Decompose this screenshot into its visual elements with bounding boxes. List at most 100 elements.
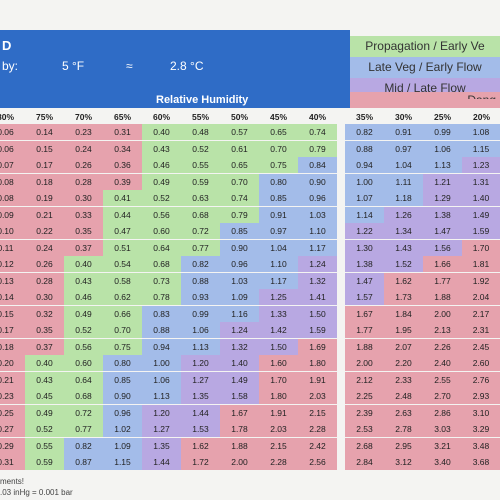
vpd-cell: 0.97	[259, 223, 298, 239]
approx-sign: ≈	[126, 59, 133, 73]
vpd-cell: 1.10	[259, 256, 298, 272]
vpd-cell: 0.78	[142, 289, 181, 305]
vpd-cell: 0.68	[142, 256, 181, 272]
vpd-cell: 2.76	[462, 371, 500, 388]
vpd-cell: 0.57	[220, 124, 259, 140]
vpd-cell: 0.27	[0, 421, 25, 437]
rh-column-header: 35%	[355, 112, 373, 122]
vpd-cell: 0.58	[103, 272, 142, 289]
vpd-cell: 2.28	[298, 421, 337, 437]
vpd-cell: 0.88	[142, 322, 181, 338]
vpd-cell: 0.60	[64, 355, 103, 371]
legend-danger-strip	[350, 99, 500, 108]
vpd-cell: 1.34	[384, 223, 423, 239]
vpd-cell: 0.24	[64, 140, 103, 157]
vpd-cell: 0.65	[259, 124, 298, 140]
vpd-cell: 1.53	[181, 421, 220, 437]
vpd-cell: 0.73	[142, 272, 181, 289]
vpd-cell: 0.64	[64, 371, 103, 388]
vpd-cell: 1.04	[259, 239, 298, 256]
vpd-cell: 0.70	[103, 322, 142, 338]
vpd-cell: 1.02	[103, 421, 142, 437]
vpd-cell: 1.03	[298, 206, 337, 223]
vpd-cell: 2.93	[462, 388, 500, 404]
vpd-cell: 1.49	[462, 206, 500, 223]
vpd-cell: 0.82	[345, 124, 384, 140]
vpd-cell: 1.73	[384, 289, 423, 305]
vpd-cell: 1.22	[345, 223, 384, 239]
rh-column-header: 45%	[269, 112, 287, 122]
vpd-cell: 0.41	[103, 190, 142, 206]
vpd-cell: 2.39	[345, 404, 384, 421]
vpd-cell: 0.54	[103, 256, 142, 272]
vpd-cell: 2.26	[423, 338, 462, 355]
vpd-cell: 0.25	[0, 404, 25, 421]
vpd-cell: 0.11	[0, 239, 25, 256]
vpd-cell: 0.82	[181, 256, 220, 272]
vpd-cell: 1.77	[345, 322, 384, 338]
legend-item-propagation: Propagation / Early Ve	[350, 36, 500, 57]
vpd-cell: 1.30	[345, 239, 384, 256]
vpd-cell: 0.52	[181, 140, 220, 157]
vpd-cell: 2.68	[345, 437, 384, 454]
vpd-cell: 2.95	[384, 437, 423, 454]
vpd-cell: 0.06	[0, 140, 25, 157]
vpd-cell: 0.29	[0, 437, 25, 454]
vpd-cell: 1.11	[384, 173, 423, 190]
vpd-cell: 1.21	[423, 173, 462, 190]
rh-axis-label: Relative Humidity	[156, 94, 249, 106]
vpd-cell: 0.74	[220, 190, 259, 206]
vpd-cell: 1.13	[181, 338, 220, 355]
vpd-cell: 0.82	[64, 437, 103, 454]
vpd-cell: 0.47	[103, 223, 142, 239]
vpd-cell: 0.80	[103, 355, 142, 371]
vpd-cell: 0.96	[298, 190, 337, 206]
vpd-cell: 0.43	[64, 272, 103, 289]
rh-column-header: 25%	[433, 112, 451, 122]
vpd-cell: 1.20	[181, 355, 220, 371]
vpd-cell: 1.88	[220, 437, 259, 454]
vpd-cell: 1.43	[384, 239, 423, 256]
vpd-cell: 0.20	[0, 355, 25, 371]
vpd-cell: 0.55	[181, 157, 220, 173]
vpd-cell: 0.28	[25, 272, 64, 289]
vpd-cell: 1.47	[345, 272, 384, 289]
vpd-cell: 0.56	[64, 338, 103, 355]
vpd-cell: 1.13	[142, 388, 181, 404]
vpd-cell: 1.00	[345, 173, 384, 190]
vpd-cell: 0.84	[298, 157, 337, 173]
vpd-cell: 2.42	[298, 437, 337, 454]
vpd-cell: 2.78	[384, 421, 423, 437]
vpd-cell: 1.91	[298, 371, 337, 388]
legend-item-late-veg: Late Veg / Early Flow	[350, 57, 500, 78]
vpd-cell: 1.08	[462, 124, 500, 140]
vpd-cell: 0.91	[259, 206, 298, 223]
vpd-cell: 1.44	[181, 404, 220, 421]
vpd-cell: 2.70	[423, 388, 462, 404]
vpd-cell: 2.60	[462, 355, 500, 371]
vpd-cell: 2.07	[384, 338, 423, 355]
vpd-cell: 1.78	[220, 421, 259, 437]
vpd-cell: 1.33	[259, 305, 298, 322]
leaf-offset-c: 2.8 °C	[170, 59, 204, 73]
vpd-cell: 0.75	[103, 338, 142, 355]
vpd-cell: 0.37	[64, 239, 103, 256]
vpd-cell: 0.17	[0, 322, 25, 338]
vpd-cell: 1.06	[181, 322, 220, 338]
vpd-cell: 1.35	[142, 437, 181, 454]
vpd-cell: 1.91	[259, 404, 298, 421]
vpd-cell: 0.19	[25, 190, 64, 206]
vpd-cell: 2.04	[462, 289, 500, 305]
vpd-cell: 2.20	[384, 355, 423, 371]
vpd-cell: 2.55	[423, 371, 462, 388]
vpd-cell: 2.33	[384, 371, 423, 388]
vpd-cell: 0.52	[142, 190, 181, 206]
vpd-cell: 2.84	[345, 454, 384, 470]
vpd-cell: 0.23	[64, 124, 103, 140]
vpd-cell: 0.88	[345, 140, 384, 157]
vpd-cell: 0.70	[259, 140, 298, 157]
vpd-cell: 0.18	[25, 173, 64, 190]
vpd-cell: 2.03	[259, 421, 298, 437]
vpd-cell: 0.48	[181, 124, 220, 140]
